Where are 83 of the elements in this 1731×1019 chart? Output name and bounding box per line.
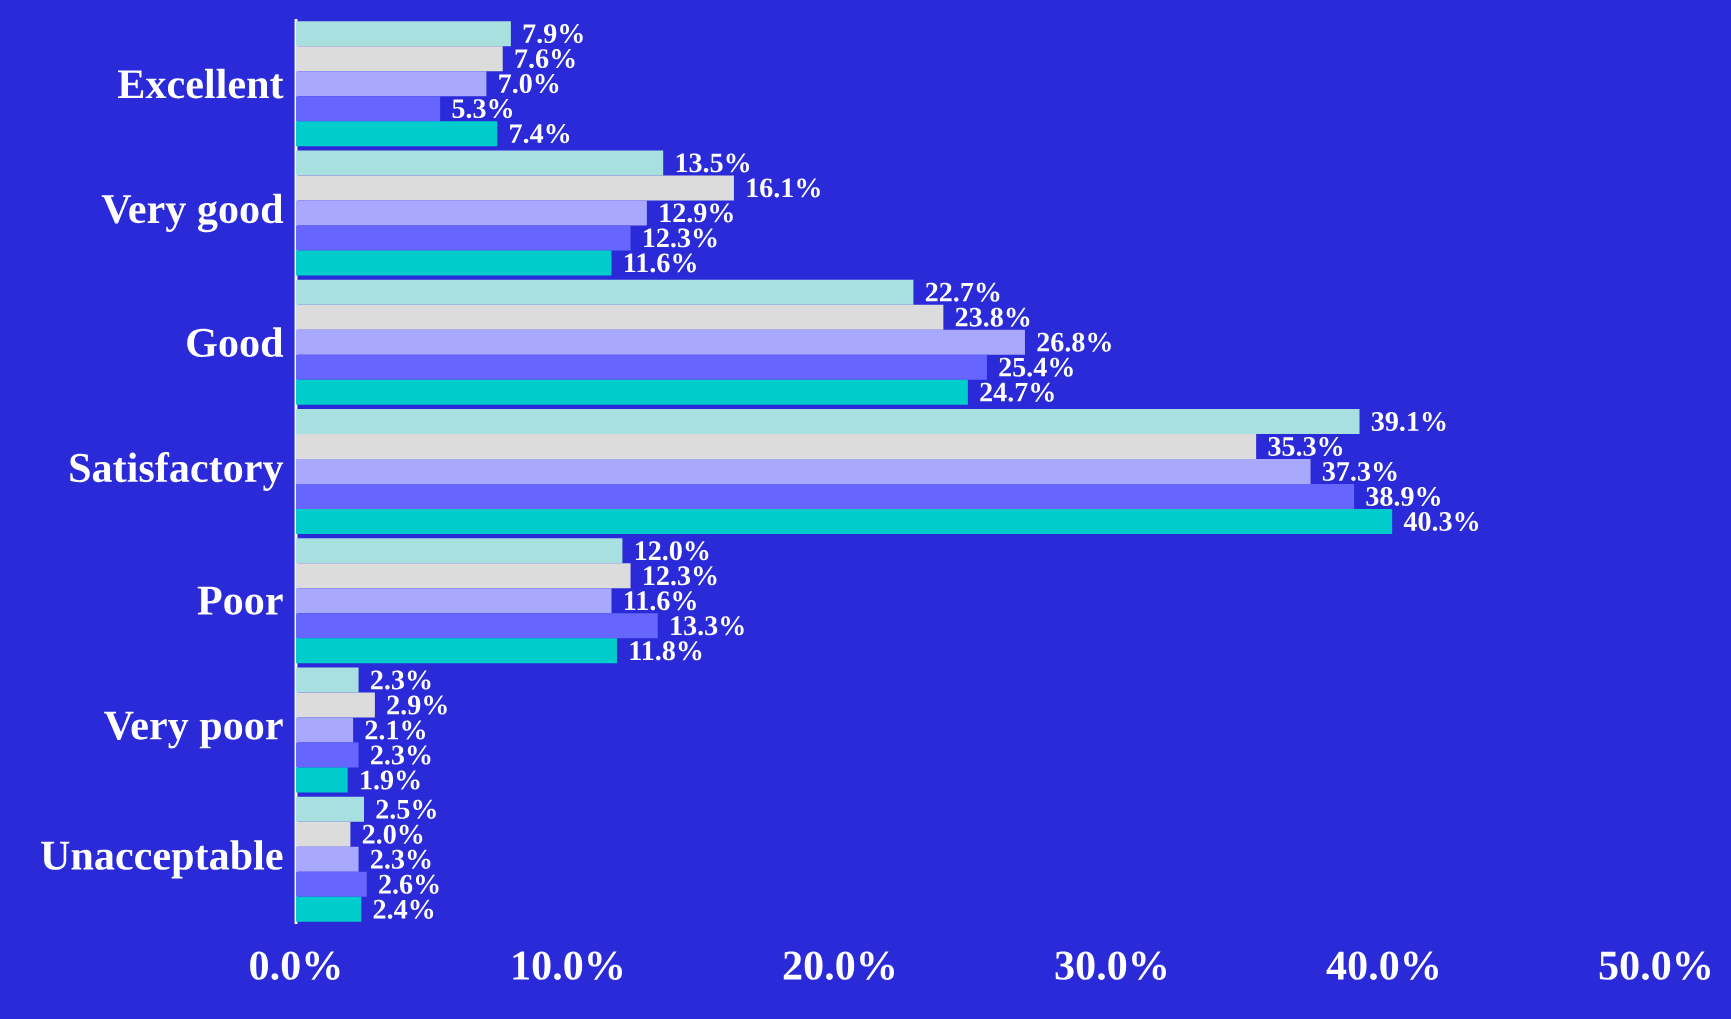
- bar: [296, 821, 351, 847]
- y-tick-label: Very poor: [104, 711, 283, 749]
- y-tick-label: Excellent: [117, 68, 284, 99]
- data-label: 12.3%: [644, 228, 717, 248]
- bar: [296, 742, 359, 768]
- bar: [296, 538, 623, 564]
- data-label: 38.9%: [1366, 486, 1440, 507]
- data-label: 2.6%: [379, 874, 439, 894]
- data-label: 11.8%: [630, 641, 702, 661]
- bar: [296, 717, 354, 743]
- bar: [296, 767, 348, 793]
- data-label: 2.3%: [370, 745, 431, 765]
- bar: [296, 71, 487, 97]
- data-label: 25.4%: [999, 357, 1073, 377]
- bar: [296, 846, 359, 872]
- x-tick-label: 40.0%: [1326, 951, 1439, 981]
- x-tick-label: 20.0%: [783, 951, 895, 981]
- bar: [296, 667, 359, 693]
- bar: [296, 21, 511, 47]
- data-label: 11.6%: [625, 591, 696, 611]
- x-tick-label: 0.0%: [250, 951, 340, 981]
- bar: [296, 509, 1393, 534]
- data-label: 7.9%: [523, 24, 583, 44]
- data-label: 7.4%: [510, 124, 570, 144]
- data-label: 26.8%: [1037, 332, 1111, 352]
- data-label: 39.1%: [1371, 411, 1446, 432]
- data-label: 12.0%: [635, 541, 709, 561]
- bar: [296, 563, 631, 589]
- bar: [296, 638, 617, 664]
- data-label: 11.6%: [625, 253, 696, 273]
- bar: [296, 379, 968, 405]
- bar: [296, 409, 1360, 434]
- data-label: 2.9%: [387, 695, 447, 715]
- bar: [296, 433, 1257, 459]
- data-label: 1.9%: [361, 770, 420, 790]
- data-label: 12.9%: [660, 203, 733, 223]
- data-label: 2.0%: [362, 824, 423, 844]
- bar: [296, 225, 631, 251]
- x-tick-label: 10.0%: [513, 951, 623, 981]
- bar: [296, 354, 987, 380]
- bar: [296, 692, 375, 718]
- y-tick-label: Poor: [197, 586, 283, 615]
- bar: [296, 121, 498, 147]
- data-label: 22.7%: [925, 282, 1000, 302]
- bar: [296, 484, 1355, 509]
- bar: [296, 304, 944, 330]
- bar: [296, 588, 612, 614]
- bar: [296, 150, 664, 176]
- data-label: 13.5%: [676, 153, 750, 173]
- bar: [296, 175, 734, 201]
- data-label: 2.4%: [373, 899, 434, 919]
- bar: [296, 871, 367, 897]
- x-tick-label: 30.0%: [1055, 951, 1167, 981]
- bar: [296, 279, 914, 305]
- data-label: 2.3%: [370, 849, 431, 869]
- bar: [296, 96, 441, 122]
- data-label: 2.5%: [376, 799, 436, 819]
- data-label: 23.8%: [955, 307, 1030, 327]
- data-label: 7.0%: [499, 74, 559, 94]
- data-label: 24.7%: [980, 382, 1054, 402]
- y-tick-label: Good: [187, 327, 284, 358]
- y-tick-label: Satisfactory: [70, 452, 284, 491]
- y-tick-label: Unacceptable: [41, 840, 283, 879]
- x-tick-label: 50.0%: [1599, 951, 1711, 981]
- data-label: 12.3%: [644, 566, 717, 586]
- data-label: 7.6%: [515, 49, 575, 69]
- bar: [296, 250, 612, 276]
- bar: [296, 46, 503, 72]
- bar: [296, 459, 1311, 484]
- bar: [296, 200, 647, 226]
- bar: [296, 796, 365, 822]
- data-label: 35.3%: [1268, 436, 1343, 457]
- data-label: 2.1%: [365, 720, 425, 740]
- data-label: 2.3%: [370, 670, 431, 690]
- data-label: 40.3%: [1403, 511, 1479, 532]
- data-label: 16.1%: [747, 178, 820, 198]
- bar: [296, 896, 362, 922]
- bar: [296, 329, 1025, 355]
- y-tick-label: Very good: [101, 193, 284, 233]
- bar: [296, 613, 658, 639]
- data-label: 13.3%: [671, 616, 744, 636]
- data-label: 37.3%: [1322, 461, 1397, 482]
- data-label: 5.3%: [452, 99, 513, 119]
